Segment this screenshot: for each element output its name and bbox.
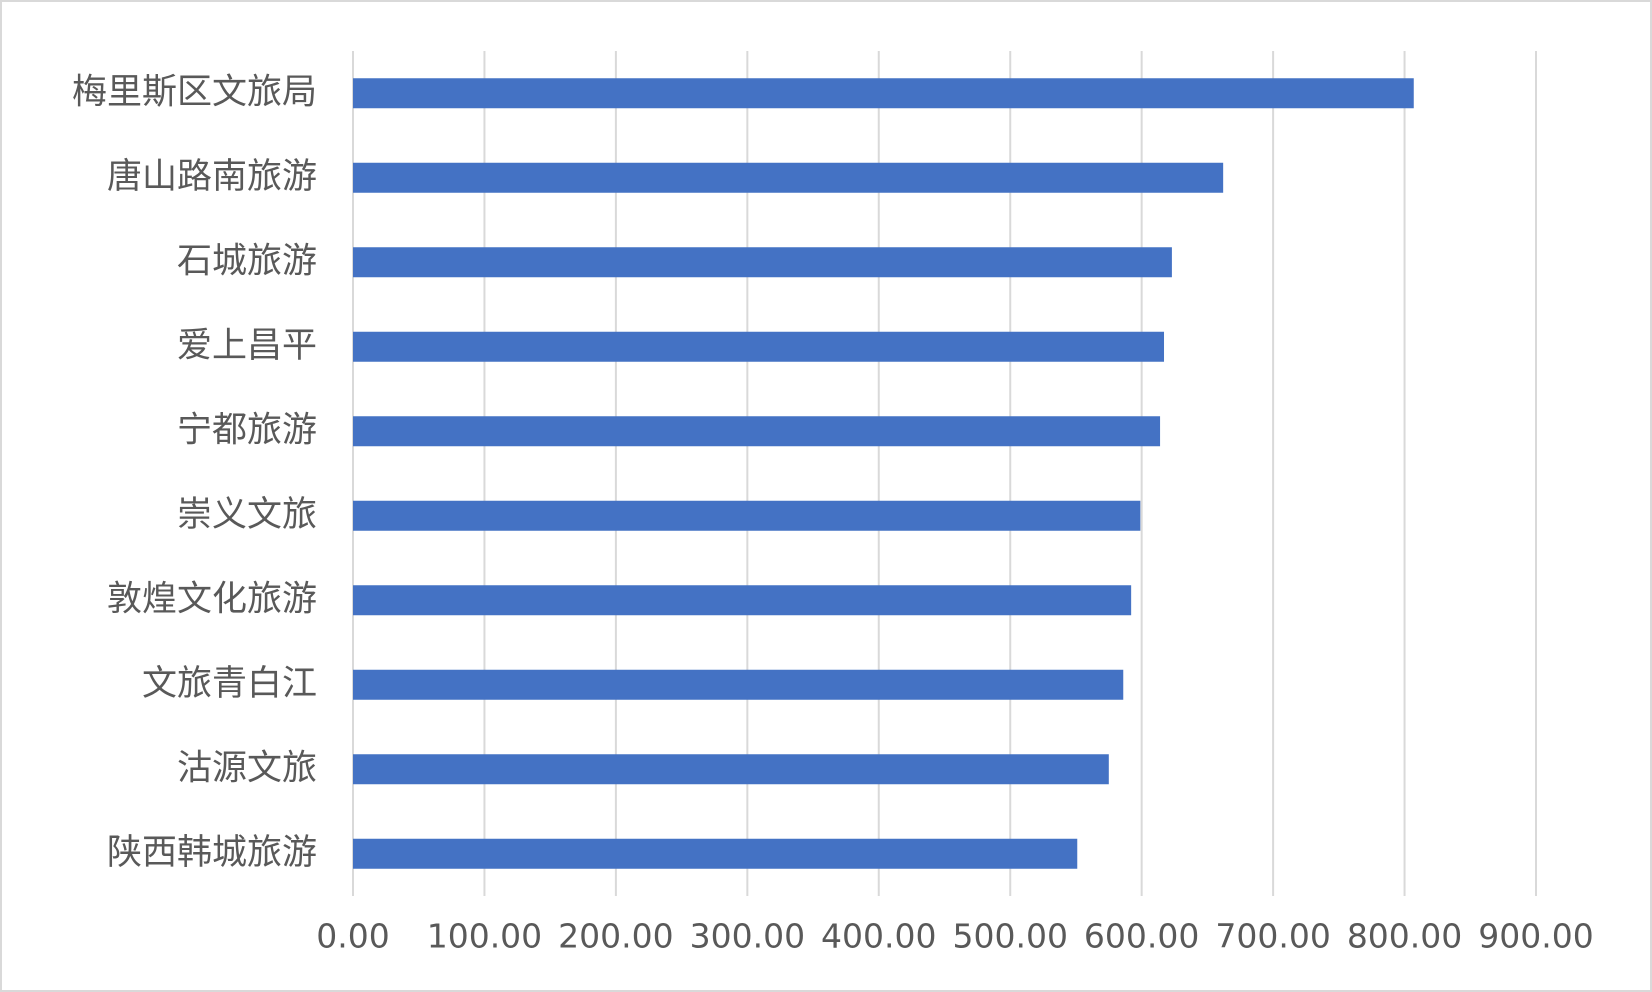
y-tick-label: 文旅青白江	[142, 664, 317, 704]
bar	[353, 669, 1124, 700]
y-tick-label: 沽源文旅	[177, 748, 317, 788]
x-tick-label: 800.00	[1347, 917, 1462, 956]
y-tick-label: 爱上昌平	[177, 326, 317, 366]
y-tick-label: 宁都旅游	[177, 410, 317, 450]
y-tick-label: 陕西韩城旅游	[107, 833, 317, 873]
x-tick-label: 0.00	[316, 917, 389, 956]
y-tick-label: 唐山路南旅游	[107, 157, 317, 197]
bar	[353, 416, 1161, 447]
x-tick-label: 100.00	[427, 917, 542, 956]
x-tick-label: 400.00	[821, 917, 936, 956]
bar	[353, 585, 1132, 616]
x-tick-label: 900.00	[1478, 917, 1593, 956]
bar	[353, 247, 1172, 278]
bar	[353, 331, 1165, 362]
x-tick-label: 700.00	[1215, 917, 1330, 956]
y-tick-label: 崇义文旅	[177, 495, 317, 535]
y-tick-label: 敦煌文化旅游	[107, 579, 317, 619]
bar	[353, 78, 1414, 109]
bar	[353, 162, 1224, 193]
y-tick-label: 梅里斯区文旅局	[72, 72, 317, 112]
x-tick-label: 500.00	[952, 917, 1067, 956]
bar	[353, 500, 1141, 531]
y-tick-label: 石城旅游	[177, 241, 317, 281]
bar	[353, 754, 1109, 785]
bar	[353, 838, 1078, 869]
x-tick-label: 300.00	[690, 917, 805, 956]
x-tick-label: 200.00	[558, 917, 673, 956]
x-tick-label: 600.00	[1084, 917, 1199, 956]
